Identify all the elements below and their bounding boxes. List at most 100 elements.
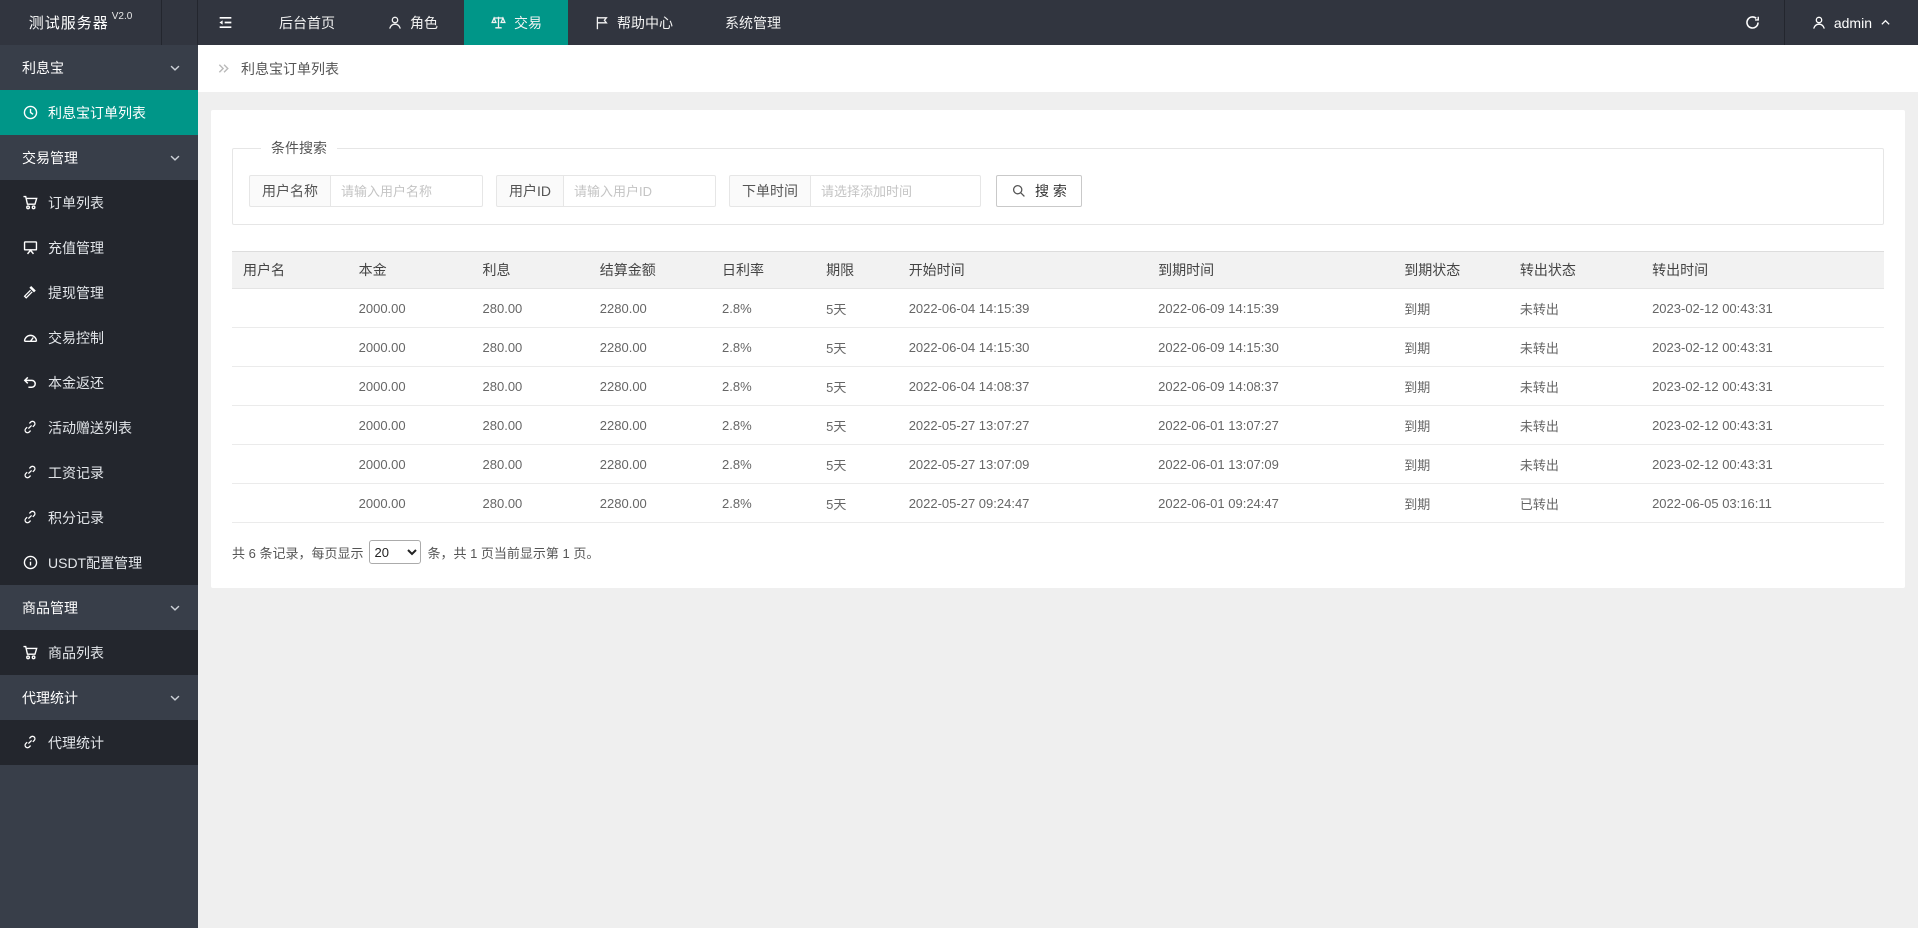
table-cell: 2023-02-12 00:43:31 <box>1641 327 1884 367</box>
table-row: 2000.00 280.00 2280.00 2.8% 5天 2022-06-04 14:… <box>232 366 1884 406</box>
search-button[interactable]: 搜 索 <box>996 175 1082 207</box>
table-cell: 280.00 <box>471 327 589 367</box>
sidebar-item-代理统计[interactable]: 代理统计 <box>0 720 198 765</box>
search-input-用户名称[interactable] <box>331 175 483 207</box>
sidebar-item-label: 商品列表 <box>48 644 104 661</box>
table-cell: 2022-06-04 14:15:30 <box>897 327 1148 367</box>
sidebar-item-label: USDT配置管理 <box>48 554 143 571</box>
nav-item[interactable]: 后台首页 <box>253 0 361 45</box>
cart-icon <box>22 644 39 661</box>
collapse-sidebar-button[interactable] <box>197 0 253 45</box>
user-icon <box>387 15 403 31</box>
table-cell: 2022-06-01 09:24:47 <box>1147 483 1394 523</box>
nav-item[interactable]: 帮助中心 <box>568 0 699 45</box>
table-cell: 2280.00 <box>588 288 712 328</box>
sidebar-item-商品列表[interactable]: 商品列表 <box>0 630 198 675</box>
table-cell: 2.8% <box>711 327 816 367</box>
search-field-group: 用户ID <box>496 175 716 207</box>
table-cell: 5天 <box>815 327 898 367</box>
sidebar-item-充值管理[interactable]: 充值管理 <box>0 225 198 270</box>
sidebar-item-活动赠送列表[interactable]: 活动赠送列表 <box>0 405 198 450</box>
sidebar-menu: 利息宝利息宝订单列表交易管理订单列表充值管理提现管理交易控制 本金返还活动赠送列表… <box>0 45 198 765</box>
table-cell: 280.00 <box>471 444 589 484</box>
page-size-select[interactable]: 20 <box>369 540 422 564</box>
table-cell: 2023-02-12 00:43:31 <box>1641 366 1884 406</box>
link-icon <box>22 509 39 526</box>
table-cell: 2022-06-01 13:07:27 <box>1147 405 1394 445</box>
table-header: 用户名 本金 利息 结算金额 日利率 期限 开始时间 到期时间 到期状态 转出状态 转出时间 <box>232 251 1884 289</box>
sidebar-item-label: 积分记录 <box>48 509 104 526</box>
sidebar-item-本金返还[interactable]: 本金返还 <box>0 360 198 405</box>
sidebar-item-积分记录[interactable]: 积分记录 <box>0 495 198 540</box>
sidebar-item-USDT配置管理[interactable]: USDT配置管理 <box>0 540 198 585</box>
content-panel: 条件搜索 用户名称 用户ID 下单时间 搜 索 <box>211 110 1905 588</box>
sidebar-group-利息宝[interactable]: 利息宝 <box>0 45 198 90</box>
sidebar-item-label: 利息宝订单列表 <box>48 104 146 121</box>
table-cell <box>232 483 348 523</box>
app-logo: 测试服务器 V2.0 <box>0 0 162 45</box>
table-cell: 2023-02-12 00:43:31 <box>1641 405 1884 445</box>
table-cell: 2.8% <box>711 444 816 484</box>
top-nav: 后台首页 角色 交易 帮助中心 系统管理 <box>253 0 807 45</box>
table-cell: 到期 <box>1393 327 1509 367</box>
nav-item-label: 交易 <box>514 14 542 31</box>
double-angle-icon <box>217 61 232 76</box>
table-row: 2000.00 280.00 2280.00 2.8% 5天 2022-05-27 09:… <box>232 483 1884 523</box>
refresh-button[interactable] <box>1722 0 1784 45</box>
app-title: 测试服务器 <box>28 15 109 32</box>
search-row: 用户名称 用户ID 下单时间 搜 索 <box>249 175 1869 207</box>
search-input-用户ID[interactable] <box>564 175 716 207</box>
table-cell: 5天 <box>815 483 898 523</box>
sidebar-group-商品管理[interactable]: 商品管理 <box>0 585 198 630</box>
table-cell: 未转出 <box>1508 366 1642 406</box>
info-icon <box>22 554 39 571</box>
column-header: 日利率 <box>711 251 816 289</box>
table-cell <box>232 444 348 484</box>
topbar-right: admin <box>1722 0 1918 45</box>
nav-item[interactable]: 交易 <box>464 0 568 45</box>
nav-item[interactable]: 角色 <box>361 0 464 45</box>
table-cell: 2022-06-09 14:15:39 <box>1147 288 1394 328</box>
pagination-pages: 条，共 1 页当前显示第 1 页。 <box>427 545 600 561</box>
sidebar-item-交易控制[interactable]: 交易控制 <box>0 315 198 360</box>
table-cell: 2.8% <box>711 366 816 406</box>
sidebar-group-代理统计[interactable]: 代理统计 <box>0 675 198 720</box>
table-cell: 5天 <box>815 405 898 445</box>
sidebar-item-label: 订单列表 <box>48 194 104 211</box>
sidebar-item-提现管理[interactable]: 提现管理 <box>0 270 198 315</box>
table-row: 2000.00 280.00 2280.00 2.8% 5天 2022-06-04 14:… <box>232 327 1884 367</box>
sidebar-item-订单列表[interactable]: 订单列表 <box>0 180 198 225</box>
table-cell: 2000.00 <box>347 288 472 328</box>
sidebar-item-利息宝订单列表[interactable]: 利息宝订单列表 <box>0 90 198 135</box>
column-header: 到期状态 <box>1393 251 1509 289</box>
search-fieldset: 条件搜索 用户名称 用户ID 下单时间 搜 索 <box>232 138 1884 225</box>
topbar: 测试服务器 V2.0 后台首页 角色 交易 帮助中心 系统管理 <box>0 0 1918 45</box>
table-cell: 2022-05-27 09:24:47 <box>897 483 1148 523</box>
table-cell: 未转出 <box>1508 405 1642 445</box>
table-row: 2000.00 280.00 2280.00 2.8% 5天 2022-05-27 13:… <box>232 444 1884 484</box>
sidebar-item-工资记录[interactable]: 工资记录 <box>0 450 198 495</box>
nav-item[interactable]: 系统管理 <box>699 0 807 45</box>
column-header: 转出时间 <box>1641 251 1884 289</box>
chevron-down-icon <box>168 151 182 165</box>
orders-table: 用户名 本金 利息 结算金额 日利率 期限 开始时间 到期时间 到期状态 转出状态 转出时间 200… <box>232 251 1884 523</box>
cart-icon <box>22 194 39 211</box>
table-cell: 2022-06-01 13:07:09 <box>1147 444 1394 484</box>
sidebar-item-label: 代理统计 <box>48 734 104 751</box>
search-field-label: 用户ID <box>496 175 564 207</box>
table-cell: 2280.00 <box>588 444 712 484</box>
sidebar-item-label: 活动赠送列表 <box>48 419 132 436</box>
nav-item-label: 帮助中心 <box>617 14 673 31</box>
table-cell: 未转出 <box>1508 327 1642 367</box>
link-icon <box>22 464 39 481</box>
sidebar-group-交易管理[interactable]: 交易管理 <box>0 135 198 180</box>
table-cell: 280.00 <box>471 483 589 523</box>
user-menu[interactable]: admin <box>1783 0 1918 45</box>
search-input-下单时间[interactable] <box>811 175 981 207</box>
column-header: 转出状态 <box>1508 251 1642 289</box>
sidebar-item-label: 提现管理 <box>48 284 104 301</box>
nav-item-label: 系统管理 <box>725 14 781 31</box>
sidebar-item-label: 工资记录 <box>48 464 104 481</box>
table-cell: 2000.00 <box>347 405 472 445</box>
